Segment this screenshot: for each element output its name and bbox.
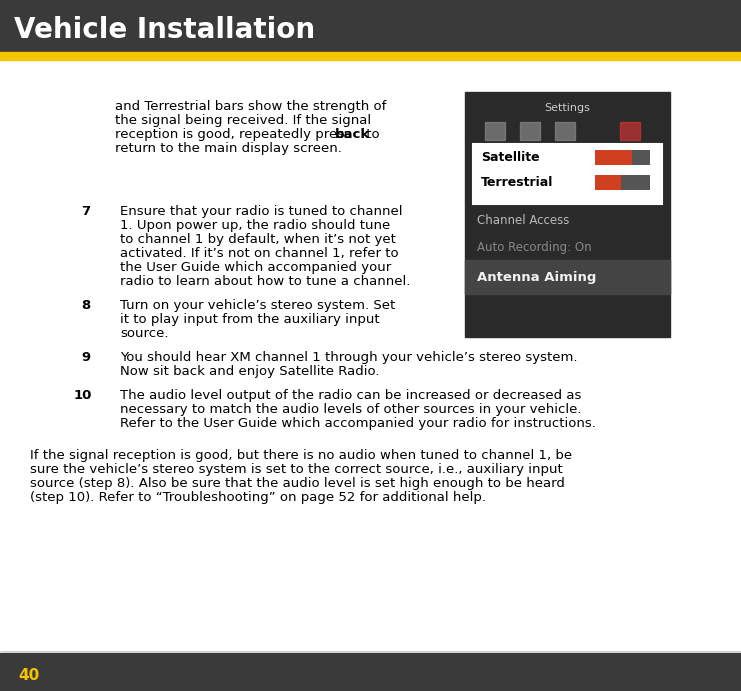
- Text: Satellite: Satellite: [481, 151, 539, 164]
- Text: 10: 10: [73, 389, 92, 402]
- Bar: [0, 60, 741, 653]
- Text: back: back: [335, 128, 370, 141]
- Text: 40: 40: [18, 668, 39, 683]
- Text: 8: 8: [81, 299, 90, 312]
- Text: If the signal reception is good, but there is no audio when tuned to channel 1, : If the signal reception is good, but the…: [30, 449, 572, 462]
- Bar: [595, 175, 650, 189]
- Text: Channel Access: Channel Access: [477, 214, 569, 227]
- Bar: [555, 122, 575, 140]
- Text: radio to learn about how to tune a channel.: radio to learn about how to tune a chann…: [120, 275, 411, 288]
- Bar: [0, 0, 741, 52]
- Text: reception is good, repeatedly press: reception is good, repeatedly press: [115, 128, 355, 141]
- Bar: [595, 149, 632, 164]
- Text: Ensure that your radio is tuned to channel: Ensure that your radio is tuned to chann…: [120, 205, 402, 218]
- Text: Settings: Settings: [545, 103, 591, 113]
- Bar: [473, 144, 662, 204]
- Text: Vehicle Installation: Vehicle Installation: [14, 16, 315, 44]
- Text: return to the main display screen.: return to the main display screen.: [115, 142, 342, 155]
- Bar: [0, 653, 741, 691]
- Text: 7: 7: [81, 205, 90, 218]
- Text: Terrestrial: Terrestrial: [481, 176, 554, 189]
- Text: source (step 8). Also be sure that the audio level is set high enough to be hear: source (step 8). Also be sure that the a…: [30, 477, 565, 490]
- Text: to: to: [362, 128, 379, 141]
- Text: Now sit back and enjoy Satellite Radio.: Now sit back and enjoy Satellite Radio.: [120, 365, 379, 378]
- Text: the signal being received. If the signal: the signal being received. If the signal: [115, 114, 371, 127]
- Text: 1. Upon power up, the radio should tune: 1. Upon power up, the radio should tune: [120, 219, 391, 232]
- Text: 9: 9: [81, 351, 90, 364]
- Text: sure the vehicle’s stereo system is set to the correct source, i.e., auxiliary i: sure the vehicle’s stereo system is set …: [30, 463, 562, 476]
- Bar: [595, 149, 650, 164]
- Text: source.: source.: [120, 327, 168, 340]
- Text: Turn on your vehicle’s stereo system. Set: Turn on your vehicle’s stereo system. Se…: [120, 299, 395, 312]
- Text: Auto Recording: On: Auto Recording: On: [477, 240, 591, 254]
- Text: The audio level output of the radio can be increased or decreased as: The audio level output of the radio can …: [120, 389, 582, 402]
- Text: Antenna Aiming: Antenna Aiming: [477, 270, 597, 283]
- Text: You should hear XM channel 1 through your vehicle’s stereo system.: You should hear XM channel 1 through you…: [120, 351, 577, 364]
- Bar: [620, 122, 640, 140]
- Bar: [520, 122, 540, 140]
- Text: Refer to the User Guide which accompanied your radio for instructions.: Refer to the User Guide which accompanie…: [120, 417, 596, 430]
- Bar: [465, 92, 670, 337]
- Bar: [485, 122, 505, 140]
- Text: (step 10). Refer to “Troubleshooting” on page 52 for additional help.: (step 10). Refer to “Troubleshooting” on…: [30, 491, 486, 504]
- Text: necessary to match the audio levels of other sources in your vehicle.: necessary to match the audio levels of o…: [120, 403, 582, 416]
- Bar: [595, 175, 622, 189]
- Bar: [0, 52, 741, 60]
- Bar: [465, 260, 670, 294]
- Text: to channel 1 by default, when it’s not yet: to channel 1 by default, when it’s not y…: [120, 233, 396, 246]
- Text: and Terrestrial bars show the strength of: and Terrestrial bars show the strength o…: [115, 100, 386, 113]
- Text: the User Guide which accompanied your: the User Guide which accompanied your: [120, 261, 391, 274]
- Text: it to play input from the auxiliary input: it to play input from the auxiliary inpu…: [120, 313, 379, 326]
- Text: activated. If it’s not on channel 1, refer to: activated. If it’s not on channel 1, ref…: [120, 247, 399, 260]
